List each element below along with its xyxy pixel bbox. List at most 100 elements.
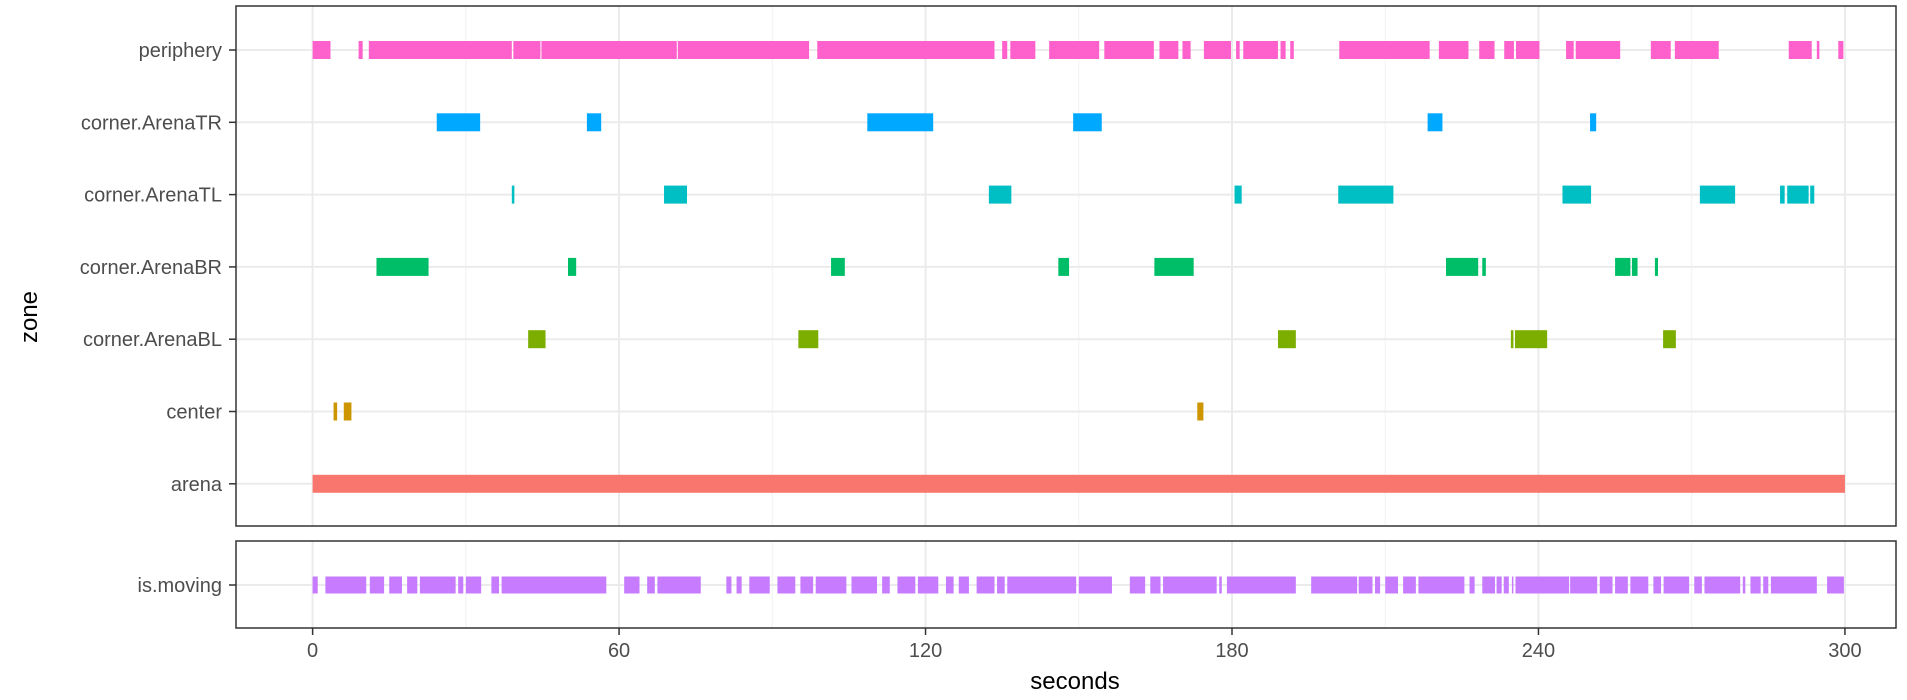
bar-corner-ArenaBL xyxy=(1663,330,1676,349)
bar-corner-ArenaBR xyxy=(1654,257,1658,276)
bar-corner-ArenaTL xyxy=(988,185,1012,204)
bar-corner-ArenaTR xyxy=(436,113,481,132)
bar-is-moving xyxy=(749,576,770,594)
bar-periphery xyxy=(1280,41,1286,59)
y-tick-label: corner.ArenaBL xyxy=(83,329,222,351)
bar-is-moving xyxy=(1219,576,1222,594)
bar-corner-ArenaTR xyxy=(1427,113,1443,132)
bar-corner-ArenaBR xyxy=(568,257,577,276)
y-tick-label: is.moving xyxy=(138,575,222,597)
bar-is-moving xyxy=(1515,576,1570,594)
bar-is-moving xyxy=(1511,576,1514,594)
bar-corner-ArenaTL xyxy=(1338,185,1394,204)
bar-is-moving xyxy=(897,576,916,594)
x-tick-label: 180 xyxy=(1215,640,1248,662)
bar-corner-ArenaTL xyxy=(1562,185,1592,204)
x-axis-title: seconds xyxy=(1030,668,1119,695)
bar-is-moving xyxy=(945,576,954,594)
bar-corner-ArenaTR xyxy=(867,113,934,132)
bar-is-moving xyxy=(407,576,418,594)
bar-is-moving xyxy=(1403,576,1416,594)
bar-periphery xyxy=(513,41,541,59)
bar-center xyxy=(333,402,338,421)
bar-is-moving xyxy=(1311,576,1358,594)
x-tick-label: 300 xyxy=(1828,640,1861,662)
bar-is-moving xyxy=(465,576,482,594)
bar-is-moving xyxy=(1385,576,1398,594)
bar-corner-ArenaBL xyxy=(1510,330,1514,349)
bar-is-moving xyxy=(777,576,796,594)
y-tick-label: corner.ArenaTR xyxy=(81,112,222,134)
bar-corner-ArenaBR xyxy=(1446,257,1479,276)
bar-periphery xyxy=(677,41,810,59)
bar-is-moving xyxy=(1570,576,1598,594)
bar-corner-ArenaTL xyxy=(1699,185,1736,204)
bar-is-moving xyxy=(800,576,814,594)
bar-periphery xyxy=(1339,41,1430,59)
bar-is-moving xyxy=(1375,576,1381,594)
bar-is-moving xyxy=(389,576,402,594)
moving-panel-border xyxy=(235,540,1897,629)
bar-is-moving xyxy=(1163,576,1217,594)
bar-center xyxy=(1197,402,1204,421)
bar-corner-ArenaTL xyxy=(1234,185,1242,204)
bar-corner-ArenaTL xyxy=(511,185,515,204)
bar-corner-ArenaTR xyxy=(1073,113,1102,132)
bar-periphery xyxy=(1104,41,1154,59)
bar-is-moving xyxy=(491,576,500,594)
x-tick-label: 240 xyxy=(1522,640,1555,662)
bar-periphery xyxy=(312,41,331,59)
bar-periphery xyxy=(817,41,995,59)
bar-periphery xyxy=(368,41,512,59)
bar-corner-ArenaBL xyxy=(798,330,819,349)
bar-corner-ArenaTL xyxy=(1780,185,1785,204)
bar-corner-ArenaBL xyxy=(1514,330,1548,349)
bar-is-moving xyxy=(1503,576,1509,594)
bar-is-moving xyxy=(1078,576,1112,594)
y-tick-label: corner.ArenaBR xyxy=(80,257,222,279)
zone-panel: periphery corner.ArenaTR corner.ArenaTL cor… xyxy=(80,5,1897,527)
bar-periphery xyxy=(1243,41,1278,59)
bar-corner-ArenaTR xyxy=(586,113,602,132)
bar-corner-ArenaBL xyxy=(1277,330,1296,349)
bar-is-moving xyxy=(1615,576,1628,594)
bar-corner-ArenaBR xyxy=(1631,257,1638,276)
bar-periphery xyxy=(1515,41,1540,59)
bar-is-moving xyxy=(1482,576,1496,594)
bar-corner-ArenaBR xyxy=(831,257,845,276)
moving-panel: is.moving xyxy=(138,540,1897,629)
bar-is-moving xyxy=(419,576,456,594)
bar-is-moving xyxy=(657,576,701,594)
bar-periphery xyxy=(1159,41,1179,59)
bar-periphery xyxy=(1838,41,1844,59)
bar-is-moving xyxy=(1750,576,1761,594)
bar-corner-ArenaBR xyxy=(1615,257,1631,276)
bar-is-moving xyxy=(917,576,939,594)
bar-is-moving xyxy=(1694,576,1702,594)
bar-is-moving xyxy=(369,576,385,594)
bar-periphery xyxy=(1049,41,1100,59)
bar-corner-ArenaBR xyxy=(1058,257,1070,276)
bar-periphery xyxy=(1788,41,1812,59)
bar-is-moving xyxy=(325,576,367,594)
bar-corner-ArenaTL xyxy=(1787,185,1809,204)
bar-corner-ArenaBL xyxy=(528,330,546,349)
bar-periphery xyxy=(1010,41,1036,59)
bar-is-moving xyxy=(1469,576,1475,594)
bar-periphery xyxy=(1674,41,1719,59)
bar-corner-ArenaTR xyxy=(1590,113,1597,132)
axis-layer: 0 60 120 180 240 300 xyxy=(307,628,1862,662)
bar-periphery xyxy=(1816,41,1820,59)
y-tick-label: arena xyxy=(171,474,223,496)
x-tick-label: 0 xyxy=(307,640,318,662)
bar-corner-ArenaBR xyxy=(1154,257,1194,276)
y-tick-label: periphery xyxy=(139,40,222,62)
bar-is-moving xyxy=(1763,576,1769,594)
bar-corner-ArenaBR xyxy=(376,257,429,276)
bar-is-moving xyxy=(1496,576,1502,594)
bar-periphery xyxy=(1203,41,1231,59)
bar-is-moving xyxy=(815,576,847,594)
bar-is-moving xyxy=(1770,576,1817,594)
bar-periphery xyxy=(1290,41,1294,59)
